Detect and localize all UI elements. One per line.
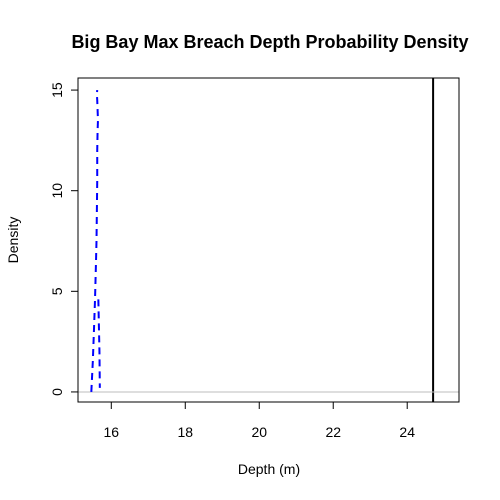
plot-area (78, 78, 459, 402)
x-tick-label: 18 (177, 424, 193, 440)
y-tick-label: 5 (49, 287, 65, 295)
x-tick-label: 22 (325, 424, 341, 440)
y-axis-label: Density (5, 217, 21, 264)
y-tick-label: 10 (49, 183, 65, 199)
x-axis-label: Depth (m) (238, 461, 300, 477)
x-tick-label: 24 (399, 424, 415, 440)
axes: 16 18 20 22 24 0 5 10 15 (49, 77, 460, 440)
plot-frame (77, 77, 460, 403)
y-tick-label: 15 (49, 82, 65, 98)
y-tick-label: 0 (49, 388, 65, 396)
chart-title: Big Bay Max Breach Depth Probability Den… (71, 32, 468, 52)
density-series-line-2 (97, 299, 101, 388)
x-tick-label: 16 (104, 424, 120, 440)
x-tick-label: 20 (251, 424, 267, 440)
density-series-line-1 (90, 89, 99, 392)
